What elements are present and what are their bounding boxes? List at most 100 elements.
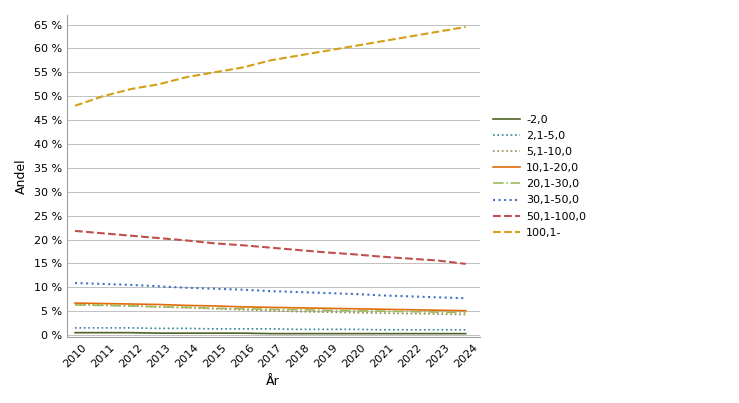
2,1-5,0	[98, 326, 107, 330]
Line: 50,1-100,0: 50,1-100,0	[75, 231, 466, 264]
50,1-100,0	[378, 254, 386, 259]
100,1-	[238, 65, 247, 70]
10,1-20,0	[238, 304, 247, 309]
5,1-10,0	[406, 311, 415, 316]
-2,0	[238, 331, 247, 336]
10,1-20,0	[98, 301, 107, 306]
-2,0	[294, 331, 303, 336]
100,1-	[406, 34, 415, 39]
30,1-50,0	[350, 291, 358, 296]
30,1-50,0	[294, 290, 303, 295]
20,1-30,0	[378, 309, 386, 314]
-2,0	[210, 331, 219, 336]
Y-axis label: Andel: Andel	[15, 158, 28, 194]
Line: 5,1-10,0: 5,1-10,0	[75, 304, 466, 314]
50,1-100,0	[266, 245, 275, 250]
-2,0	[378, 331, 386, 336]
10,1-20,0	[266, 305, 275, 310]
10,1-20,0	[71, 301, 80, 305]
100,1-	[154, 82, 163, 87]
20,1-30,0	[461, 310, 470, 315]
5,1-10,0	[183, 305, 191, 310]
Line: 30,1-50,0: 30,1-50,0	[75, 283, 466, 298]
2,1-5,0	[71, 326, 80, 330]
20,1-30,0	[98, 303, 107, 308]
100,1-	[294, 53, 303, 58]
20,1-30,0	[406, 309, 415, 314]
100,1-	[378, 39, 386, 44]
2,1-5,0	[154, 326, 163, 331]
100,1-	[210, 70, 219, 75]
100,1-	[321, 48, 330, 53]
Line: 10,1-20,0: 10,1-20,0	[75, 303, 466, 311]
5,1-10,0	[266, 308, 275, 313]
10,1-20,0	[183, 303, 191, 308]
10,1-20,0	[378, 307, 386, 312]
2,1-5,0	[183, 326, 191, 331]
30,1-50,0	[321, 291, 330, 295]
30,1-50,0	[433, 295, 442, 300]
-2,0	[433, 331, 442, 336]
50,1-100,0	[71, 229, 80, 233]
20,1-30,0	[210, 306, 219, 311]
Line: 2,1-5,0: 2,1-5,0	[75, 328, 466, 330]
100,1-	[350, 44, 358, 48]
2,1-5,0	[433, 327, 442, 332]
100,1-	[98, 94, 107, 99]
30,1-50,0	[154, 284, 163, 289]
20,1-30,0	[350, 308, 358, 313]
2,1-5,0	[126, 326, 135, 330]
-2,0	[461, 331, 470, 336]
5,1-10,0	[98, 303, 107, 307]
-2,0	[98, 330, 107, 335]
30,1-50,0	[378, 293, 386, 298]
2,1-5,0	[406, 327, 415, 332]
30,1-50,0	[210, 286, 219, 291]
2,1-5,0	[210, 326, 219, 331]
5,1-10,0	[238, 307, 247, 312]
100,1-	[461, 25, 470, 29]
Legend: -2,0, 2,1-5,0, 5,1-10,0, 10,1-20,0, 20,1-30,0, 30,1-50,0, 50,1-100,0, 100,1-: -2,0, 2,1-5,0, 5,1-10,0, 10,1-20,0, 20,1…	[489, 112, 590, 241]
10,1-20,0	[294, 305, 303, 310]
50,1-100,0	[238, 243, 247, 248]
50,1-100,0	[126, 233, 135, 238]
20,1-30,0	[71, 303, 80, 307]
30,1-50,0	[461, 296, 470, 301]
20,1-30,0	[154, 304, 163, 309]
30,1-50,0	[183, 285, 191, 290]
20,1-30,0	[183, 305, 191, 310]
30,1-50,0	[406, 294, 415, 299]
5,1-10,0	[154, 304, 163, 309]
20,1-30,0	[238, 306, 247, 311]
10,1-20,0	[210, 303, 219, 308]
10,1-20,0	[350, 306, 358, 311]
2,1-5,0	[461, 327, 470, 332]
2,1-5,0	[378, 327, 386, 332]
20,1-30,0	[294, 307, 303, 312]
5,1-10,0	[210, 306, 219, 311]
50,1-100,0	[154, 236, 163, 241]
50,1-100,0	[321, 250, 330, 255]
10,1-20,0	[406, 307, 415, 312]
-2,0	[266, 331, 275, 336]
2,1-5,0	[238, 326, 247, 331]
Line: 100,1-: 100,1-	[75, 27, 466, 106]
5,1-10,0	[461, 312, 470, 317]
50,1-100,0	[183, 238, 191, 243]
20,1-30,0	[126, 303, 135, 308]
10,1-20,0	[461, 308, 470, 313]
Line: -2,0: -2,0	[75, 332, 466, 334]
10,1-20,0	[433, 308, 442, 313]
50,1-100,0	[350, 252, 358, 257]
100,1-	[266, 58, 275, 63]
2,1-5,0	[321, 327, 330, 332]
10,1-20,0	[321, 306, 330, 311]
5,1-10,0	[350, 310, 358, 315]
50,1-100,0	[433, 258, 442, 263]
30,1-50,0	[238, 287, 247, 292]
50,1-100,0	[406, 256, 415, 261]
10,1-20,0	[154, 302, 163, 307]
100,1-	[71, 103, 80, 108]
100,1-	[126, 87, 135, 91]
2,1-5,0	[266, 326, 275, 331]
